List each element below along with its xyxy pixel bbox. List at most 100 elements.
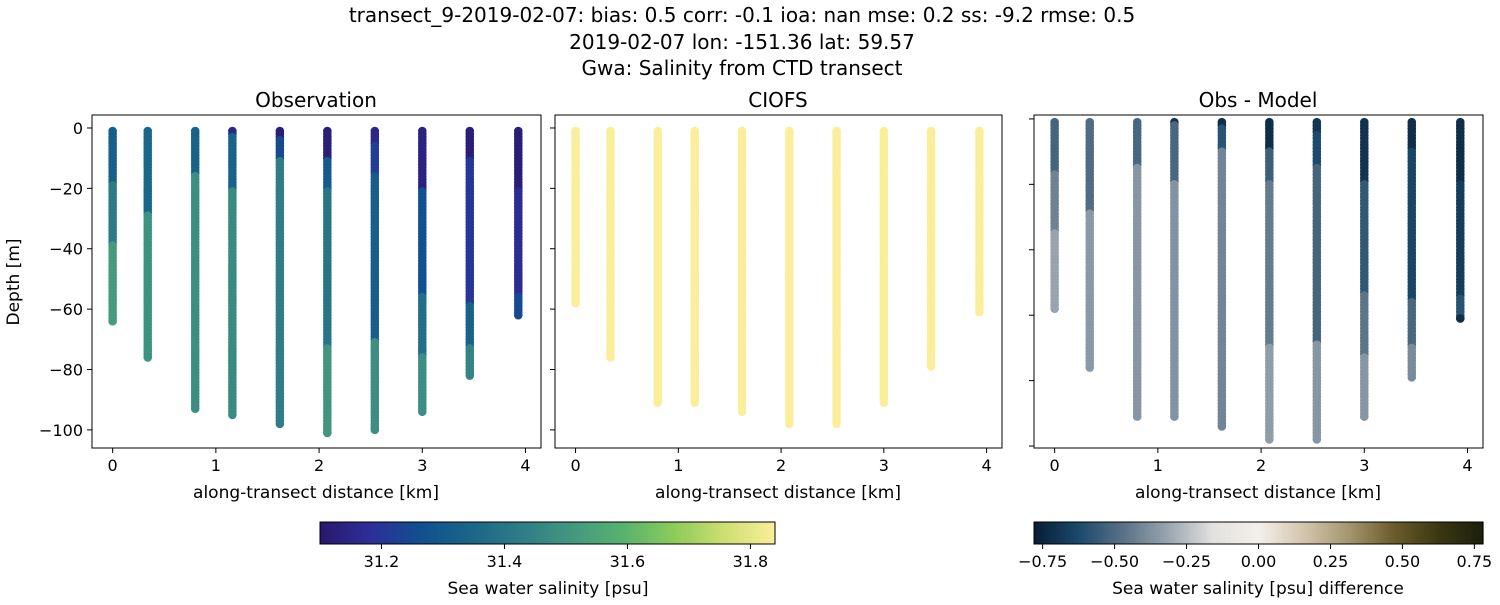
colorbar-segment bbox=[1377, 522, 1381, 544]
colorbar-segment bbox=[665, 522, 669, 544]
colorbar-segment bbox=[454, 522, 458, 544]
colorbar-segment bbox=[1040, 522, 1044, 544]
colorbar-segment bbox=[1238, 522, 1242, 544]
colorbar-segment bbox=[515, 522, 519, 544]
colorbar-segment bbox=[1076, 522, 1080, 544]
colorbar-segment bbox=[549, 522, 553, 544]
colorbar-frame bbox=[319, 521, 776, 545]
colorbar-segment bbox=[552, 522, 555, 544]
colorbar-tick-label: 0.50 bbox=[1385, 552, 1421, 571]
colorbar-segment bbox=[1063, 522, 1067, 544]
colorbar-segment bbox=[1411, 522, 1415, 544]
colorbar-segment bbox=[420, 522, 423, 544]
colorbar-segment bbox=[438, 522, 442, 544]
colorbar-segment bbox=[1429, 522, 1432, 544]
colorbar-segment bbox=[583, 522, 587, 544]
axes-frame bbox=[1033, 114, 1484, 449]
colorbar-segment bbox=[488, 522, 492, 544]
colorbar-segment bbox=[399, 522, 403, 544]
colorbar-segment bbox=[554, 522, 558, 544]
colorbar-segment bbox=[1357, 522, 1361, 544]
obs-point-station-3 bbox=[228, 410, 237, 420]
colorbar-segment bbox=[1236, 522, 1239, 544]
colorbar-segment bbox=[520, 522, 524, 544]
colorbar-segment bbox=[713, 522, 717, 544]
colorbar-segment bbox=[1227, 522, 1230, 544]
colorbar-segment bbox=[472, 522, 476, 544]
y-tick-label: −60 bbox=[49, 300, 83, 319]
obs-point-station-9 bbox=[513, 310, 523, 320]
colorbar-segment bbox=[1161, 522, 1165, 544]
colorbar-segment bbox=[1438, 522, 1441, 544]
data-points bbox=[1050, 117, 1465, 444]
colorbar-segment bbox=[1085, 522, 1089, 544]
colorbar-segment bbox=[1381, 522, 1385, 544]
colorbar-segment bbox=[1442, 522, 1446, 544]
colorbar-segment bbox=[479, 522, 483, 544]
colorbar-segment bbox=[1195, 522, 1199, 544]
colorbar-segment bbox=[451, 522, 455, 544]
colorbar-segment bbox=[365, 522, 369, 544]
colorbar-segment bbox=[335, 522, 339, 544]
colorbar-segment bbox=[392, 522, 396, 544]
x-tick-label: 3 bbox=[1359, 456, 1369, 475]
colorbar-segment bbox=[326, 522, 330, 544]
colorbar-segment bbox=[1301, 522, 1304, 544]
colorbar-segment bbox=[686, 522, 690, 544]
x-axis-label-observation: along-transect distance [km] bbox=[193, 483, 439, 503]
colorbar-segment bbox=[654, 522, 658, 544]
colorbar-segment bbox=[1431, 522, 1435, 544]
colorbar-segment bbox=[690, 522, 694, 544]
colorbar-segment bbox=[1271, 522, 1275, 544]
colorbar-segment bbox=[709, 522, 712, 544]
model-point-station-6 bbox=[832, 419, 841, 429]
colorbar-tick-label: 31.6 bbox=[610, 552, 646, 571]
obs-point-station-2 bbox=[190, 404, 200, 414]
obs-point-station-1 bbox=[143, 353, 153, 362]
colorbar-segment bbox=[1150, 522, 1154, 544]
colorbar-segment bbox=[1462, 522, 1466, 544]
colorbar-segment bbox=[1323, 522, 1327, 544]
colorbar-segment bbox=[633, 522, 637, 544]
colorbar-segment bbox=[340, 522, 344, 544]
model-point-station-8 bbox=[926, 362, 936, 371]
colorbar-segment bbox=[467, 522, 471, 544]
colorbar-segment bbox=[649, 522, 653, 544]
x-tick-label: 1 bbox=[1153, 456, 1163, 475]
colorbar-segment bbox=[1126, 522, 1129, 544]
colorbar-segment bbox=[736, 522, 740, 544]
colorbar-segment bbox=[1415, 522, 1419, 544]
colorbar-segment bbox=[406, 522, 410, 544]
colorbar-segment bbox=[1420, 522, 1423, 544]
diff-point-station-7 bbox=[1359, 412, 1369, 421]
colorbar-segment bbox=[1110, 522, 1114, 544]
colorbar-segment bbox=[1359, 522, 1363, 544]
colorbar-segment bbox=[1267, 522, 1271, 544]
colorbar-segment bbox=[636, 522, 640, 544]
colorbar-segment bbox=[1202, 522, 1206, 544]
colorbar-segment bbox=[1260, 522, 1264, 544]
y-tick-label: −40 bbox=[49, 240, 83, 259]
diff-point-station-2 bbox=[1132, 412, 1142, 421]
colorbar-segment bbox=[588, 522, 592, 544]
colorbar-salinity: 31.2 31.4 31.6 31.8 bbox=[319, 521, 776, 571]
x-tick-label: 2 bbox=[314, 456, 324, 475]
colorbar-segment bbox=[1222, 522, 1226, 544]
colorbar-segment bbox=[426, 522, 430, 544]
colorbar-segment bbox=[447, 522, 451, 544]
colorbar-segment bbox=[1435, 522, 1439, 544]
colorbar-segment bbox=[1305, 522, 1309, 544]
colorbar-segment bbox=[1175, 522, 1179, 544]
colorbar-segment bbox=[1292, 522, 1296, 544]
colorbar-segment bbox=[1283, 522, 1287, 544]
colorbar-segment bbox=[1269, 522, 1273, 544]
colorbar-segment bbox=[1298, 522, 1302, 544]
colorbar-segment bbox=[599, 522, 603, 544]
colorbar-segment bbox=[661, 522, 665, 544]
colorbar-segment bbox=[1072, 522, 1076, 544]
colorbar-segment bbox=[499, 522, 503, 544]
colorbar-segment bbox=[360, 522, 364, 544]
colorbar-segment bbox=[372, 522, 376, 544]
colorbar-segment bbox=[577, 522, 580, 544]
figure-title-line-3: Gwa: Salinity from CTD transect bbox=[582, 56, 903, 80]
